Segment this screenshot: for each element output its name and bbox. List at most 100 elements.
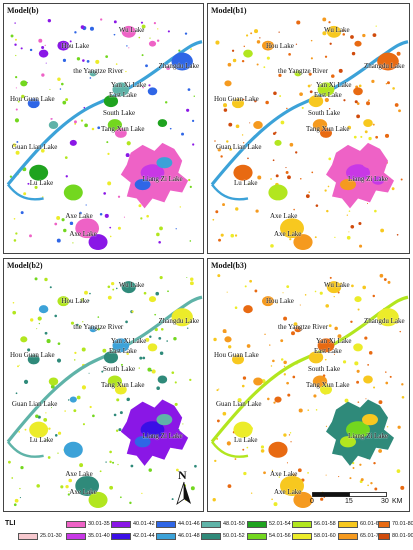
legend-swatch (292, 520, 312, 528)
lake-patch (305, 194, 310, 199)
lake-patch (45, 412, 47, 414)
lake-patch (275, 174, 279, 178)
lake-label-south: South Lake (308, 109, 341, 118)
lake-patch (299, 304, 301, 306)
lake-patch (56, 216, 61, 220)
lake-shape (363, 119, 373, 128)
lake-patch (109, 485, 114, 490)
lake-patch (81, 347, 86, 352)
lake-shape (312, 119, 328, 131)
lake-patch (298, 408, 303, 413)
legend-item: 42.01-44 (111, 532, 155, 540)
lake-label-liangzi: Liang Zi Lake (348, 174, 389, 183)
lake-patch (269, 344, 271, 346)
liang-zi-lake-zone (140, 421, 165, 439)
lake-label-south: South Lake (103, 365, 136, 374)
lake-patch (228, 122, 233, 127)
lake-patch (97, 126, 101, 130)
lake-patch (387, 81, 390, 85)
lake-shape (354, 296, 362, 303)
lake-label-yanxi: Yan Xi Lake (110, 81, 147, 90)
lake-patch (243, 471, 247, 476)
lake-patch (367, 99, 370, 102)
lake-patch (214, 459, 217, 463)
lake-shape (103, 351, 119, 364)
lake-label-hou: Hou Lake (61, 41, 90, 50)
lake-shape (320, 384, 332, 395)
lake-patch (15, 108, 18, 111)
lake-patch (10, 34, 14, 38)
legend-swatch (201, 532, 221, 540)
lake-patch (242, 376, 247, 380)
lake-patch (289, 142, 294, 147)
lake-patch (226, 291, 228, 293)
lake-patch (149, 335, 152, 338)
lake-shape (308, 351, 324, 364)
lake-patch (287, 393, 291, 397)
lake-patch (37, 316, 42, 321)
lake-patch (324, 55, 328, 58)
lake-patch (331, 74, 335, 78)
lake-shape (89, 326, 97, 333)
lake-patch (19, 496, 22, 499)
lake-shape (38, 305, 49, 314)
lake-label-axe: Axe Lake (69, 230, 97, 239)
lake-patch (119, 496, 122, 499)
lake-patch (140, 21, 144, 24)
lake-patch (372, 294, 376, 298)
lake-patch (192, 143, 195, 146)
lake-patch (322, 17, 327, 22)
lake-patch (310, 84, 312, 86)
lake-patch (352, 467, 355, 469)
liang-zi-lake-zone (166, 176, 179, 185)
lake-patch (194, 464, 197, 468)
legend-item: 44.01-46 (156, 520, 200, 528)
lake-patch (157, 28, 159, 30)
lake-patch (49, 286, 52, 289)
lake-shape (121, 25, 136, 38)
lake-patch (353, 135, 357, 139)
lake-patch (131, 310, 134, 313)
lake-patch (217, 148, 221, 152)
lake-shape (63, 441, 83, 458)
lake-patch (283, 433, 287, 437)
liang-zi-lake-zone (156, 157, 173, 169)
lake-patch (105, 55, 109, 58)
lake-patch (117, 195, 121, 198)
lake-patch (227, 62, 232, 67)
lake-patch (176, 468, 179, 472)
lake-patch (263, 66, 266, 69)
lake-patch (242, 142, 245, 144)
lake-patch (295, 151, 298, 154)
lake-shape (232, 354, 244, 365)
lake-patch (314, 236, 317, 239)
lake-patch (184, 32, 188, 35)
lake-shape (57, 40, 70, 51)
lake-patch (99, 212, 103, 216)
lake-patch (109, 235, 112, 238)
lake-patch (362, 33, 366, 38)
lake-patch (88, 372, 90, 374)
lake-patch (87, 299, 90, 302)
lake-patch (276, 302, 278, 304)
lake-patch (220, 233, 224, 237)
lake-patch (104, 213, 109, 218)
lake-patch (293, 208, 295, 211)
lake-shape (326, 25, 342, 38)
lake-label-river: the Yangtze River (73, 323, 124, 332)
lake-patch (18, 364, 20, 366)
lake-patch (62, 100, 67, 105)
lake-patch (346, 235, 351, 240)
legend-item: 60.01-65 (338, 520, 382, 528)
lake-patch (16, 141, 19, 143)
lake-shape (88, 491, 108, 508)
lake-patch (385, 381, 389, 385)
lake-patch (356, 114, 360, 119)
lake-patch (159, 226, 163, 231)
lake-patch (338, 68, 343, 73)
lake-patch (56, 238, 61, 243)
lake-map (210, 17, 409, 251)
lake-patch (359, 244, 363, 248)
lake-patch (271, 498, 273, 501)
lake-patch (86, 59, 90, 63)
